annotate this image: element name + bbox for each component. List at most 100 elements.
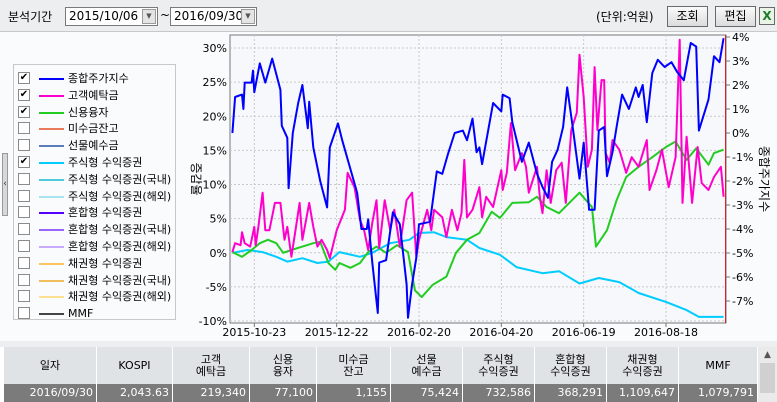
scroll-thumb[interactable]	[760, 363, 775, 393]
column-header[interactable]: 채권형 수익증권	[607, 347, 679, 384]
legend-line-swatch	[39, 94, 64, 97]
column-header[interactable]: 선물 예수금	[391, 347, 463, 384]
edit-button[interactable]: 편집	[715, 6, 756, 27]
y-right-tick-label: 1%	[732, 103, 749, 116]
legend-item[interactable]: 채권형 수익증권(해외)	[18, 288, 176, 305]
legend-line-swatch	[39, 212, 64, 215]
table-cell[interactable]: 1,079,791	[679, 384, 758, 402]
legend-item[interactable]: 선물예수금	[18, 137, 176, 154]
legend-checkbox[interactable]	[18, 307, 30, 320]
scroll-up-icon[interactable]: ▲	[764, 350, 771, 360]
legend-checkbox[interactable]	[18, 223, 30, 236]
y-left-tick-label: 0%	[210, 247, 227, 260]
column-header[interactable]: MMF	[679, 347, 758, 384]
legend-item[interactable]: 채권형 수익증권(국내)	[18, 272, 176, 289]
x-tick-label: 2015-10-23	[222, 326, 286, 339]
y-left-tick-label: 10%	[203, 179, 227, 192]
table-cell[interactable]: 219,340	[173, 384, 250, 402]
legend-checkbox[interactable]	[18, 189, 30, 202]
legend-checkbox[interactable]	[18, 172, 30, 185]
start-date-combo[interactable]: 2015/10/06 ▼	[65, 7, 158, 26]
legend: ✔ 종합주가지수 ✔ 고객예탁금 ✔ 신용융자 미수금잔고 선물예수금 ✔ 주식형 수익증권 주식형…	[13, 64, 176, 320]
vertical-scrollbar[interactable]: ▲	[758, 347, 777, 402]
column-header[interactable]: 혼합형 수익증권	[535, 347, 607, 384]
legend-item[interactable]: ✔ 고객예탁금	[18, 87, 176, 104]
legend-line-swatch	[39, 262, 64, 265]
series-line-3	[232, 231, 724, 318]
chevron-down-icon[interactable]: ▼	[142, 9, 156, 24]
legend-item[interactable]: 채권형 수익증권	[18, 255, 176, 272]
legend-label: 주식형 수익증권	[68, 156, 143, 169]
y-right-tick-label: -1%	[732, 151, 753, 164]
y-right-tick-label: -7%	[732, 295, 753, 308]
toolbar: 분석기간 2015/10/06 ▼ ~ 2016/09/30 ▼ (단위:억원)…	[0, 0, 777, 31]
legend-line-swatch	[39, 111, 64, 114]
chevron-down-icon[interactable]: ▼	[241, 9, 255, 24]
table-cell[interactable]: 1,155	[317, 384, 391, 402]
legend-checkbox[interactable]	[18, 290, 30, 303]
y-right-tick-label: -4%	[732, 223, 753, 236]
query-button[interactable]: 조회	[667, 6, 708, 27]
legend-label: 신용융자	[68, 105, 109, 119]
legend-label: 채권형 수익증권(해외)	[68, 290, 172, 304]
legend-checkbox[interactable]	[18, 206, 30, 219]
legend-item[interactable]: 혼합형 수익증권(국내)	[18, 221, 176, 238]
legend-checkbox[interactable]: ✔	[18, 156, 30, 168]
legend-checkbox[interactable]: ✔	[18, 72, 30, 84]
legend-item[interactable]: MMF	[18, 305, 176, 322]
start-date-value: 2015/10/06	[69, 9, 139, 23]
legend-item[interactable]: 주식형 수익증권(해외)	[18, 188, 176, 205]
y-left-tick-label: 5%	[210, 213, 227, 226]
x-tick-label: 2016-02-20	[387, 326, 451, 339]
y-left-tick-label: -10%	[199, 315, 227, 328]
column-header[interactable]: 신용 융자	[250, 347, 317, 384]
x-tick-label: 2015-12-22	[305, 326, 369, 339]
legend-item[interactable]: 주식형 수익증권(국내)	[18, 171, 176, 188]
legend-label: 혼합형 수익증권(해외)	[68, 240, 172, 253]
table-cell[interactable]: 77,100	[250, 384, 317, 402]
legend-item[interactable]: ✔ 종합주가지수	[18, 70, 176, 87]
y-right-tick-label: -5%	[732, 247, 753, 260]
legend-checkbox[interactable]	[18, 139, 30, 152]
legend-checkbox[interactable]	[18, 273, 30, 286]
y-right-tick-label: 3%	[732, 55, 749, 68]
table-cell[interactable]: 2,043.63	[97, 384, 173, 402]
column-header[interactable]: 주식형 수익증권	[463, 347, 535, 384]
table-cell[interactable]: 75,424	[391, 384, 463, 402]
legend-item[interactable]: 미수금잔고	[18, 120, 176, 137]
legend-line-swatch	[39, 246, 64, 248]
collapse-legend-handle[interactable]: ‹	[2, 153, 8, 216]
series-line-0	[231, 38, 725, 319]
legend-checkbox[interactable]: ✔	[18, 105, 30, 118]
legend-line-swatch	[39, 279, 64, 282]
column-header[interactable]: 미수금 잔고	[317, 347, 391, 384]
legend-item[interactable]: ✔ 신용융자	[18, 104, 176, 121]
table-cell[interactable]: 2016/09/30	[4, 384, 97, 402]
legend-line-swatch	[39, 313, 64, 316]
legend-checkbox[interactable]	[18, 240, 30, 252]
legend-checkbox[interactable]	[18, 122, 30, 135]
end-date-combo[interactable]: 2016/09/30 ▼	[170, 7, 257, 26]
legend-line-swatch	[39, 162, 64, 164]
table-cell[interactable]: 732,586	[463, 384, 535, 402]
y-left-tick-label: -5%	[206, 281, 227, 294]
legend-checkbox[interactable]: ✔	[18, 88, 30, 101]
end-date-value: 2016/09/30	[174, 9, 244, 23]
legend-item[interactable]: ✔ 주식형 수익증권	[18, 154, 176, 171]
legend-label: 종합주가지수	[68, 72, 129, 85]
line-chart: 30% 25% 20% 15% 10% 5% 0% -5% -10% 4% 3% 2% 1% 0% -1% -…	[189, 31, 771, 339]
table-cell[interactable]: 1,109,647	[607, 384, 679, 402]
column-header[interactable]: 일자	[4, 347, 97, 384]
legend-label: 미수금잔고	[68, 122, 119, 136]
x-tick-label: 2016-04-20	[469, 326, 533, 339]
column-header[interactable]: 고객 예탁금	[173, 347, 250, 384]
table-cell[interactable]: 368,291	[535, 384, 607, 402]
legend-checkbox[interactable]	[18, 256, 30, 269]
legend-label: 혼합형 수익증권(국내)	[68, 223, 172, 237]
column-header[interactable]: KOSPI	[97, 347, 173, 384]
legend-item[interactable]: 혼합형 수익증권	[18, 204, 176, 221]
y-right-tick-label: -2%	[732, 175, 753, 188]
legend-item[interactable]: 혼합형 수익증권(해외)	[18, 238, 176, 255]
legend-label: 채권형 수익증권	[68, 256, 143, 270]
excel-export-icon[interactable]: X	[759, 7, 775, 25]
